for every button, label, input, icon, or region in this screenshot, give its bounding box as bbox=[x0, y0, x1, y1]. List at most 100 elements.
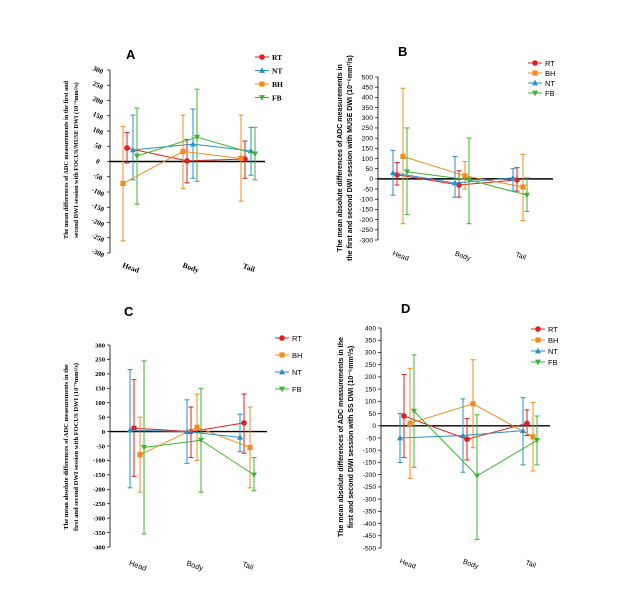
legend-label: BH bbox=[548, 336, 558, 345]
panel-label: C bbox=[124, 304, 134, 319]
y-axis-label: The mean absolute differences of ADC mea… bbox=[337, 64, 344, 252]
data-point bbox=[397, 434, 403, 441]
data-point bbox=[247, 444, 253, 451]
legend-bh-marker bbox=[532, 70, 538, 76]
y-tick-label: -300 bbox=[90, 247, 105, 260]
legend-bh-marker bbox=[535, 337, 541, 343]
x-category-label: Body bbox=[185, 558, 204, 572]
y-tick-label: 0 bbox=[95, 157, 102, 166]
series-fb: FB bbox=[404, 89, 555, 225]
data-point bbox=[390, 169, 396, 176]
legend-nt-marker bbox=[259, 67, 265, 73]
y-axis-label: first and second DWI session with SS DWI… bbox=[348, 346, 355, 528]
y-tick-label: -200 bbox=[90, 216, 105, 229]
data-point bbox=[237, 434, 243, 440]
y-axis-label: The mean differences of ADC measurements… bbox=[63, 80, 70, 239]
y-axis-label: The mean absolute differences of ADC mea… bbox=[63, 364, 70, 530]
y-tick-label: 200 bbox=[95, 371, 106, 378]
data-point bbox=[466, 177, 472, 184]
data-point bbox=[134, 153, 140, 160]
y-tick-label: 200 bbox=[91, 95, 104, 107]
data-point bbox=[400, 153, 406, 160]
y-tick-label: 250 bbox=[91, 80, 104, 92]
data-point bbox=[470, 401, 476, 407]
chart-panel-d: D-500-450-400-350-300-250-200-150-100-50… bbox=[338, 301, 558, 571]
y-tick-label: 200 bbox=[365, 374, 376, 381]
legend-nt-marker bbox=[535, 347, 541, 354]
data-point bbox=[534, 438, 540, 444]
series-bh: BH bbox=[120, 80, 283, 242]
legend-bh-marker bbox=[259, 81, 265, 87]
x-category-label: Tail bbox=[524, 560, 537, 570]
y-tick-label: 350 bbox=[365, 338, 376, 345]
y-tick-label: -50 bbox=[92, 171, 104, 182]
y-tick-label: -400 bbox=[93, 544, 106, 551]
legend-fb-marker bbox=[532, 90, 538, 97]
series-nt: NT bbox=[390, 79, 555, 198]
data-point bbox=[524, 192, 530, 199]
y-tick-label: 0 bbox=[372, 423, 376, 430]
y-axis-label: the first and second DWI session with MU… bbox=[347, 55, 354, 261]
y-axis-label: The mean absolute differences of ADC mea… bbox=[338, 337, 345, 537]
y-tick-label: 300 bbox=[91, 64, 104, 76]
y-axis-label: first and second DWI session with FOCUS … bbox=[73, 363, 80, 531]
y-tick-label: -250 bbox=[90, 232, 105, 245]
data-point bbox=[404, 169, 410, 175]
y-tick-label: -250 bbox=[359, 227, 373, 234]
y-tick-label: -200 bbox=[359, 217, 373, 224]
y-axis-label: second DWI session with FOCUS/MUSE DWI (… bbox=[73, 82, 80, 238]
legend-label: RT bbox=[548, 325, 558, 334]
series-bh: BH bbox=[400, 69, 555, 225]
series-line bbox=[122, 150, 242, 184]
data-point bbox=[474, 473, 480, 480]
legend-label: NT bbox=[548, 347, 558, 356]
y-tick-label: -250 bbox=[363, 484, 377, 491]
data-point bbox=[127, 426, 133, 433]
data-point bbox=[407, 420, 413, 426]
legend-label: FB bbox=[292, 385, 302, 394]
y-tick-label: 150 bbox=[362, 146, 374, 153]
data-point bbox=[462, 173, 468, 179]
legend-fb-marker bbox=[279, 386, 285, 393]
legend-label: NT bbox=[272, 67, 282, 76]
y-tick-label: -350 bbox=[93, 530, 106, 537]
y-tick-label: -100 bbox=[363, 448, 377, 455]
data-point bbox=[131, 425, 137, 431]
data-point bbox=[238, 155, 244, 162]
y-tick-label: 100 bbox=[95, 400, 106, 407]
series-line bbox=[143, 439, 255, 476]
series-rt: RT bbox=[401, 325, 558, 461]
legend-fb-marker bbox=[259, 95, 265, 101]
data-point bbox=[141, 445, 147, 451]
legend-label: BH bbox=[545, 69, 555, 78]
y-tick-label: 0 bbox=[369, 176, 373, 183]
series-bh: BH bbox=[137, 351, 302, 493]
y-tick-label: 100 bbox=[362, 156, 374, 163]
y-tick-label: 400 bbox=[362, 95, 374, 102]
y-tick-label: 50 bbox=[365, 166, 373, 173]
x-category-label: Body bbox=[462, 559, 480, 571]
x-category-label: Head bbox=[391, 250, 409, 262]
data-point bbox=[510, 174, 516, 181]
x-category-label: Head bbox=[128, 558, 148, 573]
data-point bbox=[194, 424, 200, 430]
y-tick-label: 50 bbox=[93, 141, 103, 151]
y-tick-label: -450 bbox=[363, 533, 377, 540]
y-tick-label: -150 bbox=[93, 472, 106, 479]
chart-panel-b: B -300 -250 -200 -150 -100 -50 0 50 100 150 200 250 3… bbox=[337, 44, 555, 263]
y-tick-label: -150 bbox=[363, 460, 377, 467]
data-point bbox=[184, 158, 190, 164]
legend-rt-marker bbox=[532, 60, 538, 66]
data-point bbox=[252, 151, 258, 158]
y-tick-label: 150 bbox=[365, 386, 376, 393]
data-point bbox=[190, 140, 196, 147]
x-category-label: Body bbox=[454, 251, 472, 263]
data-point bbox=[184, 428, 190, 434]
x-category-label: Tail bbox=[242, 261, 257, 274]
legend-label: RT bbox=[292, 334, 302, 343]
y-tick-label: -150 bbox=[90, 201, 105, 214]
y-tick-label: 300 bbox=[95, 342, 106, 349]
legend-label: BH bbox=[292, 351, 302, 360]
y-tick-label: -300 bbox=[93, 515, 106, 522]
y-tick-label: -100 bbox=[359, 197, 373, 204]
